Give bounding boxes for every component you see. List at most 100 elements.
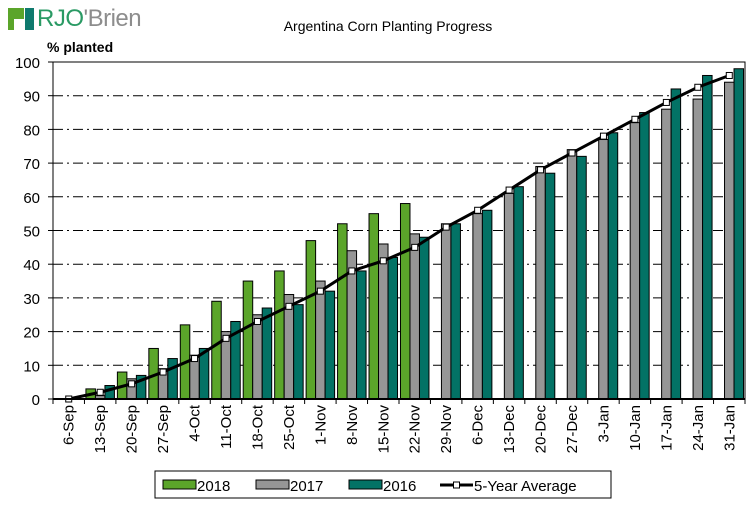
marker-5-year-average <box>128 380 136 388</box>
marker-5-year-average <box>222 334 230 342</box>
bar-2017 <box>535 165 546 400</box>
rjobrien-logo: RJO'Brien <box>8 5 142 32</box>
bar-2016 <box>670 88 682 400</box>
x-tick-label: 20-Sep <box>124 405 141 453</box>
bar-2018 <box>337 223 348 400</box>
legend-label: 5-Year Average <box>474 478 577 495</box>
x-tick-label: 11-Oct <box>218 404 235 449</box>
y-tick-label: 90 <box>23 89 40 106</box>
logo-text-rjo: RJO <box>37 5 84 32</box>
legend-box <box>154 470 612 499</box>
bar-2016 <box>450 223 461 400</box>
marker-5-year-average <box>96 388 104 396</box>
x-tick-label: 13-Sep <box>92 405 109 453</box>
x-tick-label: 6-Sep <box>61 405 78 445</box>
bar-2016 <box>639 112 650 400</box>
chart-title: Argentina Corn Planting Progress <box>284 18 493 34</box>
y-tick-label: 40 <box>23 257 40 274</box>
y-tick-label: 0 <box>32 392 40 409</box>
bar-2016 <box>261 307 273 400</box>
bar-2017 <box>598 139 609 400</box>
marker-5-year-average <box>474 206 482 214</box>
x-tick-label: 18-Oct <box>249 404 266 450</box>
bar-2016 <box>544 172 556 400</box>
x-tick-label: 17-Jan <box>658 405 675 451</box>
y-tick-label: 20 <box>23 325 40 342</box>
bar-2016 <box>702 74 713 400</box>
bar-2018 <box>305 240 317 400</box>
bar-2017 <box>629 122 641 400</box>
x-tick-label: 29-Nov <box>438 405 455 454</box>
bar-2016 <box>387 256 399 400</box>
bar-2017 <box>503 192 515 400</box>
marker-5-year-average <box>725 71 733 79</box>
bar-2016 <box>293 304 304 400</box>
marker-5-year-average <box>599 132 607 140</box>
marker-5-year-average <box>537 166 545 174</box>
x-tick-label: 10-Jan <box>627 405 644 451</box>
x-tick-label: 27-Sep <box>155 405 172 453</box>
bar-2016 <box>576 155 587 400</box>
legend-symbol-2017 <box>255 479 290 490</box>
x-tick-label: 6-Dec <box>470 405 487 446</box>
bar-2017 <box>252 314 263 400</box>
y-tick-label: 100 <box>15 55 40 72</box>
legend-symbol-5-year-average-marker <box>453 481 460 489</box>
bar-2016 <box>513 186 524 400</box>
y-tick-label: 30 <box>23 291 40 308</box>
y-tick-label: 10 <box>23 358 40 375</box>
bar-2018 <box>242 280 254 400</box>
legend-label: 2017 <box>290 478 323 495</box>
marker-5-year-average <box>505 186 513 194</box>
marker-5-year-average <box>379 257 387 265</box>
bar-2018 <box>399 203 411 400</box>
marker-5-year-average <box>253 317 261 325</box>
bar-2017 <box>472 213 483 400</box>
marker-5-year-average <box>159 368 167 376</box>
bar-2018 <box>368 213 380 400</box>
bar-2017 <box>378 243 389 400</box>
bar-2016 <box>733 68 745 400</box>
x-tick-label: 25-Oct <box>281 404 298 450</box>
bar-2016 <box>167 358 178 400</box>
bar-2018 <box>211 300 222 400</box>
x-tick-label: 3-Jan <box>595 405 612 443</box>
bar-2017 <box>440 223 452 400</box>
x-tick-label: 27-Dec <box>564 405 581 454</box>
bar-2016 <box>418 236 430 400</box>
y-tick-label: 80 <box>23 122 40 139</box>
x-tick-label: 24-Jan <box>690 405 707 451</box>
bar-2017 <box>692 98 704 400</box>
marker-5-year-average <box>694 83 702 91</box>
bar-2017 <box>566 149 578 400</box>
line-5-year-average <box>68 74 730 401</box>
legend-label: 2016 <box>383 478 416 495</box>
legend-symbol-2016 <box>348 479 383 490</box>
x-tick-label: 15-Nov <box>375 405 392 454</box>
logo-mark-icon <box>8 8 34 30</box>
y-axis-label: % planted <box>47 39 113 55</box>
marker-5-year-average <box>411 243 419 251</box>
legend-label: 2018 <box>197 478 230 495</box>
bar-2017 <box>724 81 735 400</box>
y-tick-label: 60 <box>23 190 40 207</box>
x-tick-label: 20-Dec <box>533 405 550 454</box>
x-tick-label: 4-Oct <box>187 404 204 442</box>
marker-5-year-average <box>316 287 324 295</box>
x-tick-label: 22-Nov <box>407 405 424 454</box>
marker-5-year-average <box>285 302 293 310</box>
legend: 2018 2017 2016 5-Year Average <box>154 470 612 499</box>
y-tick-label: 70 <box>23 156 40 173</box>
marker-5-year-average <box>442 223 450 231</box>
x-tick-label: 1-Nov <box>312 405 329 446</box>
bar-2018 <box>274 270 285 400</box>
bar-2017 <box>283 294 295 400</box>
bar-2016 <box>481 209 493 400</box>
marker-5-year-average <box>348 267 356 275</box>
y-tick-label: 50 <box>23 224 40 241</box>
bar-2017 <box>661 108 672 400</box>
logo-text-brien: 'Brien <box>83 5 142 32</box>
marker-5-year-average <box>662 98 670 106</box>
bar-2016 <box>607 132 619 400</box>
